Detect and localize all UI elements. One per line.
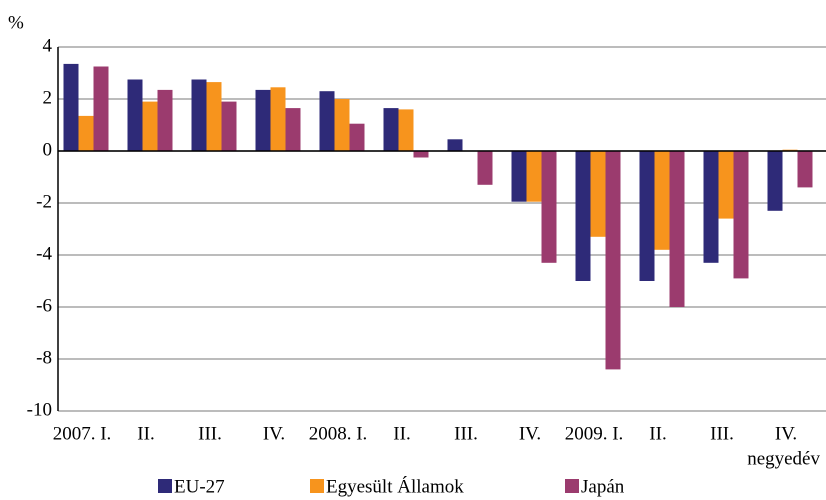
- bar: [383, 108, 399, 151]
- bar: [285, 108, 301, 151]
- bar: [334, 99, 350, 151]
- bar: [767, 151, 783, 211]
- bar: [605, 151, 621, 370]
- legend-label: EU-27: [174, 476, 225, 497]
- x-tick-label: 2007. I.: [53, 423, 112, 444]
- bar: [93, 66, 109, 151]
- x-tick-label: IV.: [263, 423, 285, 444]
- x-tick-label: IV.: [775, 423, 797, 444]
- bar: [413, 151, 429, 158]
- legend-swatch: [310, 479, 324, 493]
- x-axis-label: negyedév: [747, 448, 820, 469]
- bar: [541, 151, 557, 263]
- y-tick-label: 2: [43, 87, 53, 108]
- bar: [669, 151, 685, 307]
- x-tick-label: 2009. I.: [565, 423, 624, 444]
- y-axis-label: %: [8, 12, 24, 33]
- bar: [270, 87, 286, 151]
- x-tick-label: II.: [137, 423, 154, 444]
- bar: [797, 151, 813, 188]
- legend-label: Japán: [581, 476, 625, 497]
- x-tick-label: III.: [198, 423, 222, 444]
- bar: [477, 151, 493, 185]
- bar: [127, 79, 143, 151]
- legend-swatch: [158, 479, 172, 493]
- y-tick-label: 0: [43, 139, 53, 160]
- bar: [63, 63, 79, 151]
- bar: [703, 151, 719, 263]
- x-tick-label: III.: [454, 423, 478, 444]
- bar: [654, 151, 670, 250]
- y-tick-label: -4: [36, 243, 52, 264]
- bar: [718, 151, 734, 219]
- x-tick-label: III.: [710, 423, 734, 444]
- bar: [255, 89, 271, 151]
- y-tick-label: -8: [36, 347, 52, 368]
- bar: [221, 101, 237, 151]
- bar: [319, 91, 335, 151]
- x-tick-label: IV.: [519, 423, 541, 444]
- x-tick-label: II.: [649, 423, 666, 444]
- bar: [590, 151, 606, 237]
- bar: [447, 139, 463, 151]
- x-tick-label: 2008. I.: [309, 423, 368, 444]
- bar: [639, 151, 655, 281]
- bar: [78, 115, 94, 151]
- bar: [157, 89, 173, 151]
- y-tick-label: -10: [27, 399, 52, 420]
- legend-label: Egyesült Államok: [326, 475, 464, 497]
- bar: [526, 151, 542, 202]
- bar: [349, 123, 365, 151]
- y-tick-label: 4: [43, 35, 53, 56]
- bar: [511, 151, 527, 202]
- bar: [142, 101, 158, 151]
- x-tick-label: II.: [393, 423, 410, 444]
- bar: [733, 151, 749, 279]
- y-tick-label: -2: [36, 191, 52, 212]
- bar: [575, 151, 591, 281]
- legend-swatch: [565, 479, 579, 493]
- bar: [191, 79, 207, 151]
- y-tick-label: -6: [36, 295, 52, 316]
- bar: [206, 82, 222, 151]
- bar: [398, 109, 414, 151]
